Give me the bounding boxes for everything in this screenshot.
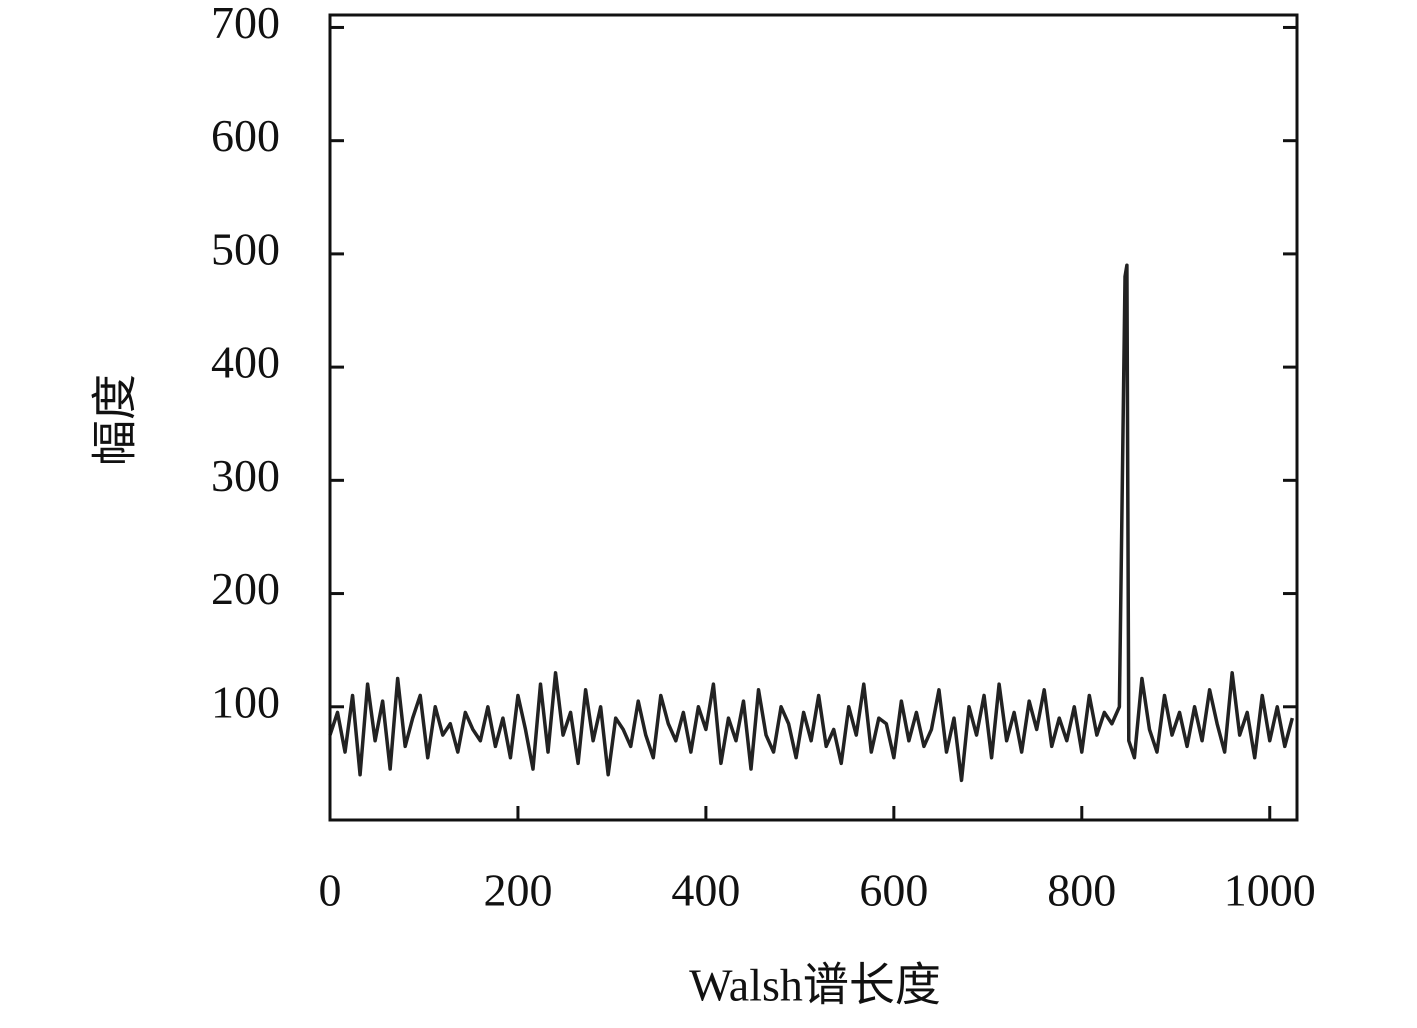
y-tick-label: 200 bbox=[211, 563, 280, 614]
y-tick-label: 100 bbox=[211, 676, 280, 727]
y-tick-label: 400 bbox=[211, 337, 280, 388]
x-tick-label: 400 bbox=[671, 865, 740, 916]
x-tick-label: 600 bbox=[859, 865, 928, 916]
x-axis-label: Walsh谱长度 bbox=[689, 960, 941, 1011]
y-tick-label: 600 bbox=[211, 110, 280, 161]
y-tick-label: 500 bbox=[211, 223, 280, 274]
x-tick-label: 800 bbox=[1047, 865, 1116, 916]
data-line bbox=[328, 263, 1294, 783]
x-tick-label: 1000 bbox=[1224, 865, 1316, 916]
y-axis-label: 幅度 bbox=[90, 374, 141, 466]
x-tick-label: 200 bbox=[483, 865, 552, 916]
y-tick-label: 700 bbox=[211, 0, 280, 48]
y-tick-label: 300 bbox=[211, 450, 280, 501]
plot-frame bbox=[328, 13, 1299, 822]
x-tick-label: 0 bbox=[319, 865, 342, 916]
